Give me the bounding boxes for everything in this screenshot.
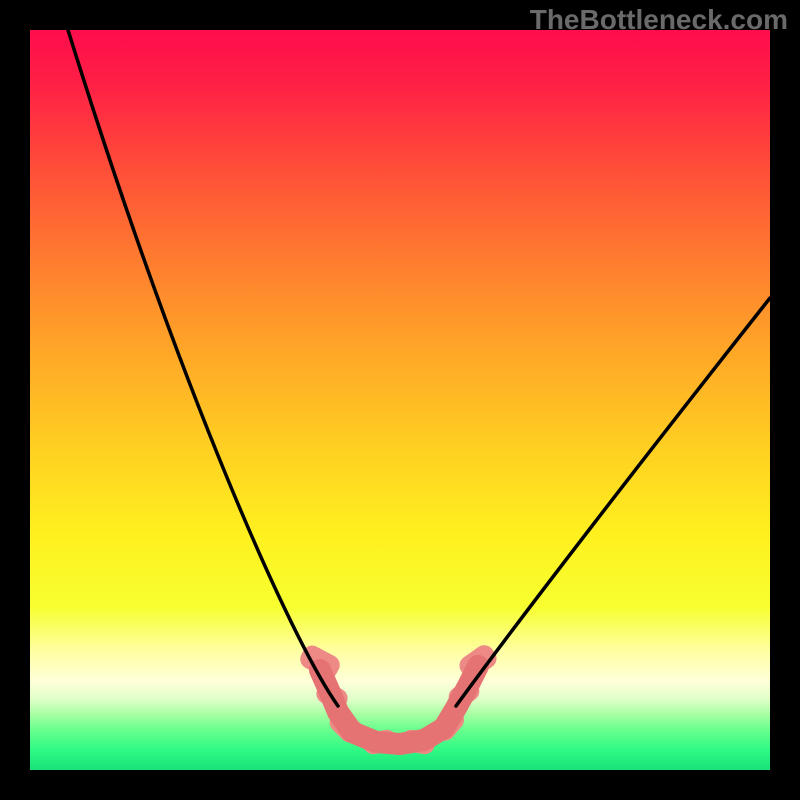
watermark-text: TheBottleneck.com <box>530 4 788 36</box>
chart-container: TheBottleneck.com <box>0 0 800 800</box>
gradient-background <box>30 30 770 770</box>
bottleneck-curve-plot <box>30 30 770 770</box>
